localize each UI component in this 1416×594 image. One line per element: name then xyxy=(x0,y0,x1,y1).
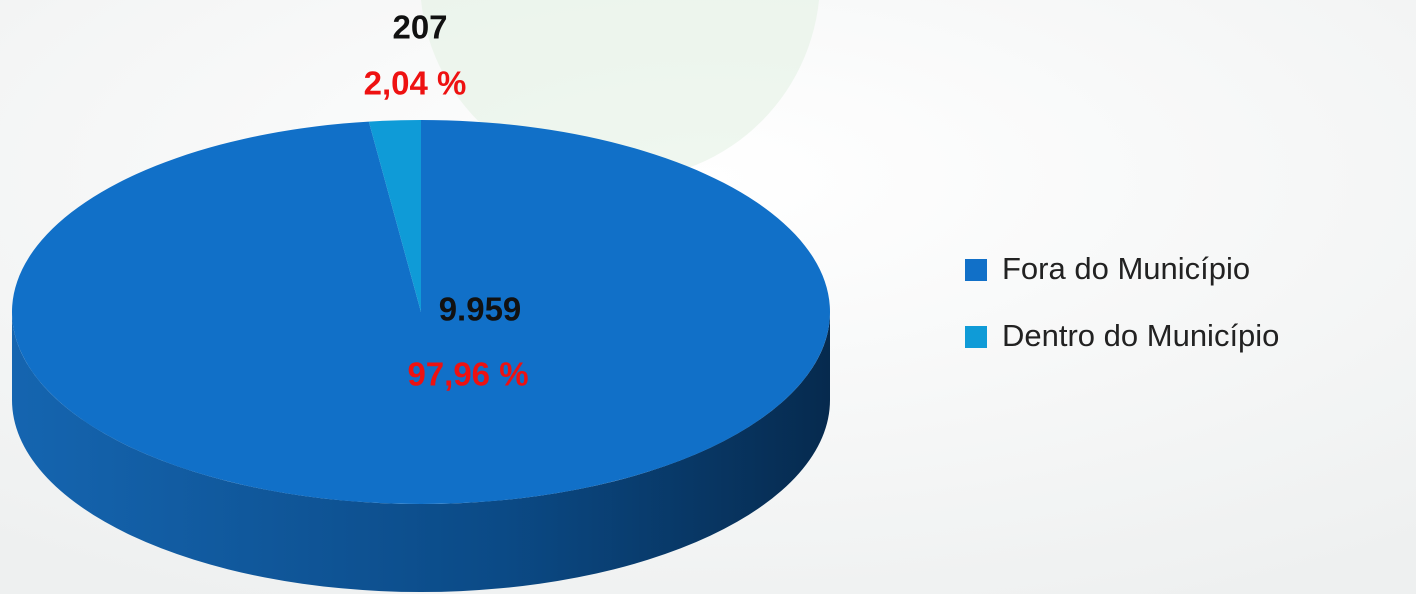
legend-label: Dentro do Município xyxy=(1002,318,1279,353)
legend-swatch xyxy=(965,259,987,281)
percentage-label: 97,96 % xyxy=(407,356,528,393)
legend-swatch xyxy=(965,326,987,348)
percentage-label: 2,04 % xyxy=(364,65,467,102)
value-label: 9.959 xyxy=(439,291,522,328)
pie-slice xyxy=(12,120,831,504)
value-label: 207 xyxy=(392,9,447,46)
legend-label: Fora do Município xyxy=(1002,251,1250,286)
pie-slice xyxy=(368,120,421,312)
pie-side xyxy=(12,312,830,592)
